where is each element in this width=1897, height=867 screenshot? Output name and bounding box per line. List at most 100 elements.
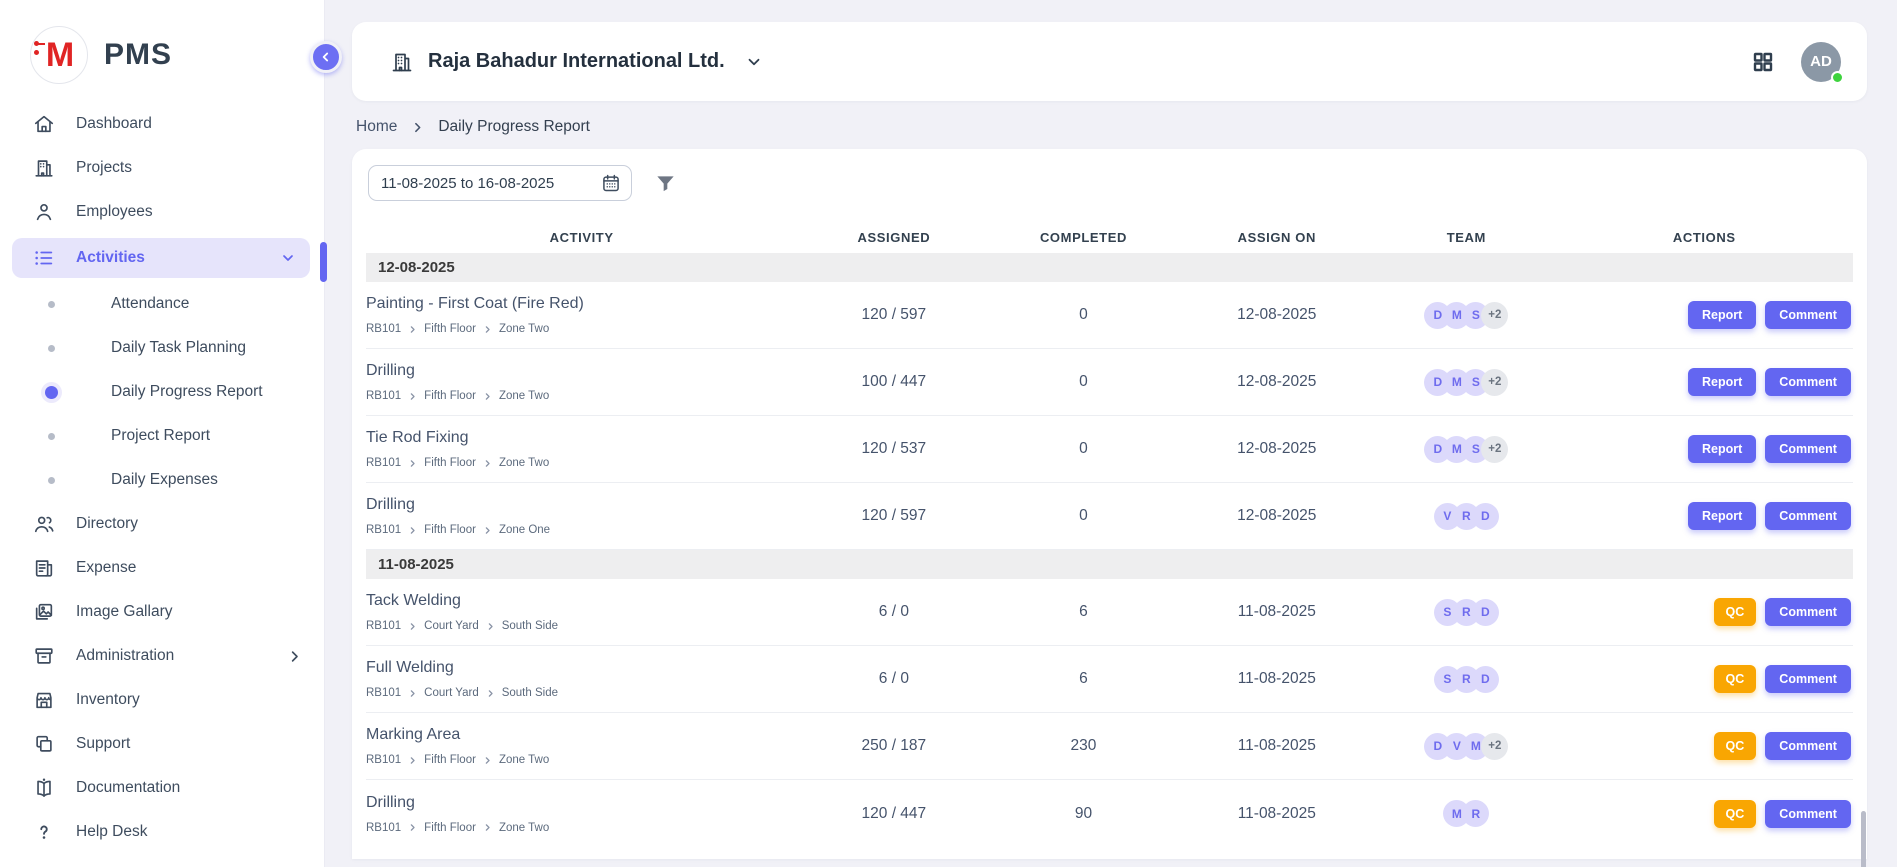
activity-breadcrumb: RB101Fifth FloorZone Two xyxy=(366,390,797,402)
sidebar-item-dashboard[interactable]: Dashboard xyxy=(0,102,324,146)
sidebar-subitem-attendance[interactable]: Attendance xyxy=(0,282,324,326)
comment-button[interactable]: Comment xyxy=(1765,502,1851,530)
team-cell: SRD xyxy=(1377,599,1555,626)
chevron-right-icon xyxy=(483,325,492,334)
sidebar-item-image-gallary[interactable]: Image Gallary xyxy=(0,590,324,634)
sidebar-item-directory[interactable]: Directory xyxy=(0,502,324,546)
completed-cell: 6 xyxy=(991,670,1177,688)
sidebar-menu: DashboardProjectsEmployees Activities Atte… xyxy=(0,98,324,854)
sidebar-subitem-project-report[interactable]: Project Report xyxy=(0,414,324,458)
sidebar-subitem-daily-task-planning[interactable]: Daily Task Planning xyxy=(0,326,324,370)
team-avatar: D xyxy=(1472,666,1499,693)
company-selector[interactable]: Raja Bahadur International Ltd. xyxy=(390,50,763,74)
online-status-dot xyxy=(1831,71,1844,84)
comment-button[interactable]: Comment xyxy=(1765,665,1851,693)
sidebar-item-label: Help Desk xyxy=(76,823,148,841)
dot-icon xyxy=(48,477,55,484)
sidebar-item-support[interactable]: Support xyxy=(0,722,324,766)
chevron-right-icon xyxy=(408,526,417,535)
column-header-team: TEAM xyxy=(1377,230,1555,245)
apps-grid-button[interactable] xyxy=(1751,50,1775,74)
activity-breadcrumb-segment: Zone Two xyxy=(499,822,549,834)
chevron-down-icon xyxy=(280,250,296,266)
comment-button[interactable]: Comment xyxy=(1765,598,1851,626)
sidebar-item-label: Inventory xyxy=(76,691,140,709)
sidebar-item-label: Administration xyxy=(76,647,174,665)
comment-button[interactable]: Comment xyxy=(1765,435,1851,463)
assigned-cell: 120 / 537 xyxy=(797,440,990,458)
report-button[interactable]: Report xyxy=(1688,368,1756,396)
assigned-cell: 120 / 597 xyxy=(797,507,990,525)
qc-button[interactable]: QC xyxy=(1714,732,1757,760)
sidebar-item-label: Activities xyxy=(76,249,145,267)
date-range-input[interactable]: 11-08-2025 to 16-08-2025 xyxy=(368,165,632,201)
chevron-down-icon xyxy=(745,53,763,71)
report-button[interactable]: Report xyxy=(1688,301,1756,329)
chevron-right-icon xyxy=(483,459,492,468)
activity-title: Drilling xyxy=(366,362,797,380)
activity-breadcrumb-segment: RB101 xyxy=(366,390,401,402)
activity-breadcrumb-segment: Zone Two xyxy=(499,754,549,766)
actions-cell: Report Comment xyxy=(1556,301,1853,329)
sidebar-item-inventory[interactable]: Inventory xyxy=(0,678,324,722)
qc-button[interactable]: QC xyxy=(1714,665,1757,693)
sidebar-item-projects[interactable]: Projects xyxy=(0,146,324,190)
chevron-right-icon xyxy=(287,649,302,664)
squares-icon xyxy=(32,732,56,756)
actions-cell: QC Comment xyxy=(1556,598,1853,626)
activity-breadcrumb-segment: Zone Two xyxy=(499,390,549,402)
team-avatar: D xyxy=(1472,503,1499,530)
team-cell: DMS+2 xyxy=(1377,436,1555,463)
people-icon xyxy=(32,512,56,536)
sidebar-subitem-daily-expenses[interactable]: Daily Expenses xyxy=(0,458,324,502)
receipt-icon xyxy=(32,556,56,580)
sidebar-item-administration[interactable]: Administration xyxy=(0,634,324,678)
qc-button[interactable]: QC xyxy=(1714,598,1757,626)
chevron-right-icon xyxy=(408,689,417,698)
sidebar-item-documentation[interactable]: Documentation xyxy=(0,766,324,810)
comment-button[interactable]: Comment xyxy=(1765,301,1851,329)
activity-cell: DrillingRB101Fifth FloorZone Two xyxy=(366,794,797,834)
activity-breadcrumb-segment: Court Yard xyxy=(424,687,479,699)
activity-title: Tack Welding xyxy=(366,592,797,610)
team-cell: VRD xyxy=(1377,503,1555,530)
active-dot-icon xyxy=(45,386,58,399)
comment-button[interactable]: Comment xyxy=(1765,368,1851,396)
table-body: 12-08-2025Painting - First Coat (Fire Re… xyxy=(366,253,1853,847)
team-avatars: SRD xyxy=(1377,599,1555,626)
active-menu-indicator xyxy=(320,242,327,282)
filter-button[interactable] xyxy=(654,172,677,195)
sidebar-item-help-desk[interactable]: Help Desk xyxy=(0,810,324,854)
sidebar-item-employees[interactable]: Employees xyxy=(0,190,324,234)
team-avatar: R xyxy=(1462,800,1489,827)
completed-cell: 90 xyxy=(991,805,1177,823)
user-avatar[interactable]: AD xyxy=(1801,42,1841,82)
chevron-right-icon xyxy=(408,392,417,401)
sidebar-item-expense[interactable]: Expense xyxy=(0,546,324,590)
qc-button[interactable]: QC xyxy=(1714,800,1757,828)
app-logo: M xyxy=(30,26,88,84)
comment-button[interactable]: Comment xyxy=(1765,800,1851,828)
completed-cell: 230 xyxy=(991,737,1177,755)
archive-icon xyxy=(32,644,56,668)
breadcrumb-home[interactable]: Home xyxy=(356,118,397,136)
activity-breadcrumb-segment: RB101 xyxy=(366,524,401,536)
sidebar-subitem-daily-progress-report[interactable]: Daily Progress Report xyxy=(0,370,324,414)
chevron-right-icon xyxy=(483,526,492,535)
date-group-row: 11-08-2025 xyxy=(366,550,1853,579)
activity-breadcrumb-segment: Zone One xyxy=(499,524,550,536)
dot-icon xyxy=(48,345,55,352)
collapse-sidebar-button[interactable] xyxy=(310,41,342,73)
activity-breadcrumb: RB101Fifth FloorZone Two xyxy=(366,822,797,834)
report-button[interactable]: Report xyxy=(1688,435,1756,463)
list-icon xyxy=(32,246,56,270)
sidebar-item-activities[interactable]: Activities xyxy=(12,238,310,278)
breadcrumb: Home Daily Progress Report xyxy=(356,118,1865,136)
scrollbar-thumb[interactable] xyxy=(1861,811,1866,867)
activity-breadcrumb-segment: Fifth Floor xyxy=(424,457,476,469)
assigned-cell: 6 / 0 xyxy=(797,603,990,621)
report-button[interactable]: Report xyxy=(1688,502,1756,530)
activity-row: Tie Rod FixingRB101Fifth FloorZone Two12… xyxy=(366,416,1853,483)
comment-button[interactable]: Comment xyxy=(1765,732,1851,760)
funnel-icon xyxy=(654,172,677,195)
